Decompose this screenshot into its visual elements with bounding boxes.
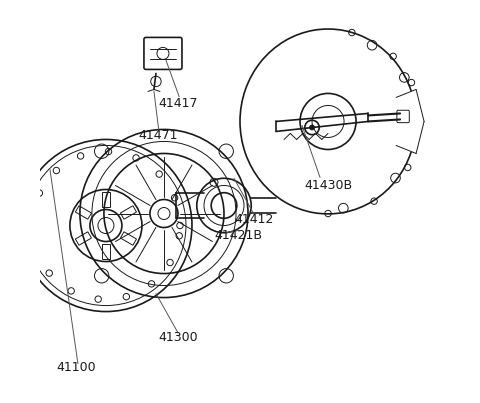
Text: 41300: 41300 — [158, 331, 198, 344]
Text: 41100: 41100 — [56, 361, 96, 374]
Text: 41417: 41417 — [158, 97, 198, 110]
Text: 41471: 41471 — [138, 129, 178, 142]
Text: 41412: 41412 — [234, 213, 274, 226]
Text: 41430B: 41430B — [304, 179, 352, 192]
Text: 41421B: 41421B — [214, 229, 262, 242]
Circle shape — [310, 125, 314, 130]
